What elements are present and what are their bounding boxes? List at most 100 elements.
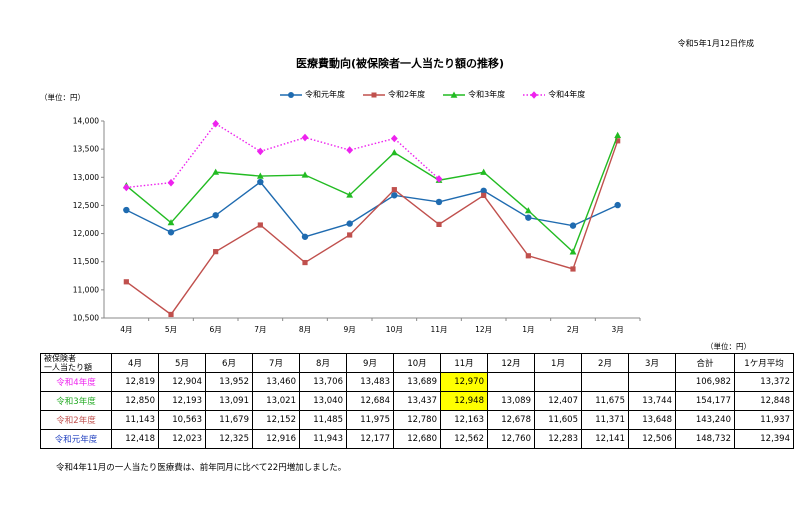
- data-point: [167, 229, 175, 236]
- x-tick-label: 5月: [165, 325, 177, 334]
- x-tick-label: 4月: [120, 325, 132, 334]
- table-column-header: 11月: [440, 353, 488, 373]
- table-row-label: 令和2年度: [40, 410, 112, 430]
- data-point: [212, 119, 220, 128]
- table-cell: 11,371: [581, 410, 629, 430]
- data-point: [257, 178, 264, 186]
- legend-swatch: [443, 91, 466, 98]
- table-cell: 13,706: [299, 372, 347, 392]
- table-cell: 12,177: [346, 429, 394, 449]
- table-cell: 10,563: [158, 410, 206, 430]
- table-cell: [487, 372, 535, 392]
- data-point: [347, 232, 353, 238]
- y-tick-label: 10,500: [73, 314, 99, 323]
- data-point: [123, 279, 129, 285]
- x-tick-label: 6月: [210, 325, 222, 334]
- footnote: 令和4年11月の一人当たり医療費は、前年同月に比べて22円増加しました。: [56, 463, 347, 473]
- y-tick-label: 12,500: [73, 201, 99, 210]
- data-point: [212, 212, 219, 219]
- table-row: 令和3年度 12,850 12,193 13,091 13,021 13,040 12,68…: [40, 391, 794, 411]
- data-point: [615, 138, 621, 144]
- data-point: [481, 192, 487, 199]
- series-line: [126, 181, 618, 238]
- table-cell: 12,283: [534, 429, 582, 449]
- table-cell: 12,819: [111, 372, 159, 392]
- data-point: [168, 311, 174, 318]
- data-point: [614, 201, 621, 209]
- table-cell: 12,325: [205, 429, 253, 449]
- table-cell: 13,460: [252, 372, 300, 392]
- legend-swatch: [363, 92, 385, 97]
- x-tick-label: 7月: [254, 325, 266, 334]
- data-point: [391, 192, 398, 199]
- table-cell: 13,648: [628, 410, 676, 430]
- table-cell: 106,982: [675, 372, 735, 392]
- table-cell: 12,394: [734, 429, 794, 449]
- table-unit-label: （単位：円）: [706, 342, 751, 351]
- legend-item: 令和2年度: [363, 89, 425, 100]
- table-cell: 12,970: [440, 372, 488, 392]
- table-cell: 12,680: [393, 429, 441, 449]
- data-point: [122, 183, 130, 192]
- data-point: [302, 259, 308, 266]
- line-chart: 10,500 11,000 11,500 12,000 12,500 13,000 13,5…: [73, 117, 641, 334]
- data-point: [614, 131, 622, 139]
- data-point: [167, 219, 175, 226]
- table-row-label: 令和元年度: [40, 429, 112, 449]
- table-cell: 12,850: [111, 391, 159, 411]
- data-point: [525, 214, 532, 221]
- table-cell: 12,193: [158, 391, 206, 411]
- table-column-header: 6月: [205, 353, 253, 373]
- data-point: [524, 207, 532, 214]
- data-point: [435, 175, 443, 183]
- y-tick-label: 11,500: [73, 257, 99, 266]
- table-cell: 12,684: [346, 391, 394, 411]
- legend-swatch: [280, 91, 302, 98]
- table-cell: 12,848: [734, 391, 794, 411]
- table-cell: 143,240: [675, 410, 735, 430]
- legend-label: 令和2年度: [388, 90, 426, 99]
- table-cell: 12,506: [628, 429, 676, 449]
- data-point: [569, 248, 577, 255]
- table-cell: [581, 372, 629, 392]
- data-point: [390, 149, 398, 156]
- table-cell: 11,943: [299, 429, 347, 449]
- data-point: [256, 172, 264, 179]
- table-column-header: 7月: [252, 353, 300, 373]
- y-tick-label: 14,000: [73, 117, 99, 126]
- table-row: 令和4年度 12,819 12,904 13,952 13,460 13,706 13,48…: [40, 372, 794, 392]
- x-tick-label: 8月: [299, 325, 311, 334]
- data-point: [167, 178, 175, 187]
- table-cell: 12,948: [440, 391, 488, 411]
- table-column-header: 3月: [628, 353, 676, 373]
- data-point: [213, 249, 219, 255]
- table-column-header: 9月: [346, 353, 394, 373]
- table-cell: 11,679: [205, 410, 253, 430]
- table-cell: 13,483: [346, 372, 394, 392]
- data-point: [212, 168, 220, 175]
- data-point: [525, 253, 531, 259]
- table-row: 令和2年度 11,143 10,563 11,679 12,152 11,485 11,97…: [40, 410, 794, 430]
- legend-item: 令和元年度: [280, 89, 345, 100]
- data-point: [391, 187, 397, 193]
- corner-label-2: 一人当たり額: [44, 363, 92, 372]
- table-column-header: 4月: [111, 353, 159, 373]
- data-point: [346, 191, 354, 198]
- table-cell: 12,562: [440, 429, 488, 449]
- x-tick-label: 2月: [567, 325, 579, 334]
- data-point: [390, 134, 398, 143]
- data-point: [257, 222, 263, 228]
- table-cell: 12,023: [158, 429, 206, 449]
- x-tick-label: 10月: [386, 325, 403, 334]
- x-tick-label: 9月: [344, 325, 356, 334]
- table-cell: 13,021: [252, 391, 300, 411]
- table-cell: 13,689: [393, 372, 441, 392]
- table-corner-header: 被保険者 一人当たり額: [40, 353, 112, 373]
- data-point: [480, 168, 488, 175]
- table-cell: 12,418: [111, 429, 159, 449]
- data-point: [346, 146, 354, 154]
- corner-label-1: 被保険者: [44, 354, 76, 363]
- legend-label: 令和4年度: [548, 90, 586, 99]
- x-tick-label: 3月: [612, 325, 624, 334]
- table-header-row: 被保険者 一人当たり額 4月 5月 6月 7月 8月 9月 10月 11月 12月 1月 2月 3月合…: [40, 353, 794, 373]
